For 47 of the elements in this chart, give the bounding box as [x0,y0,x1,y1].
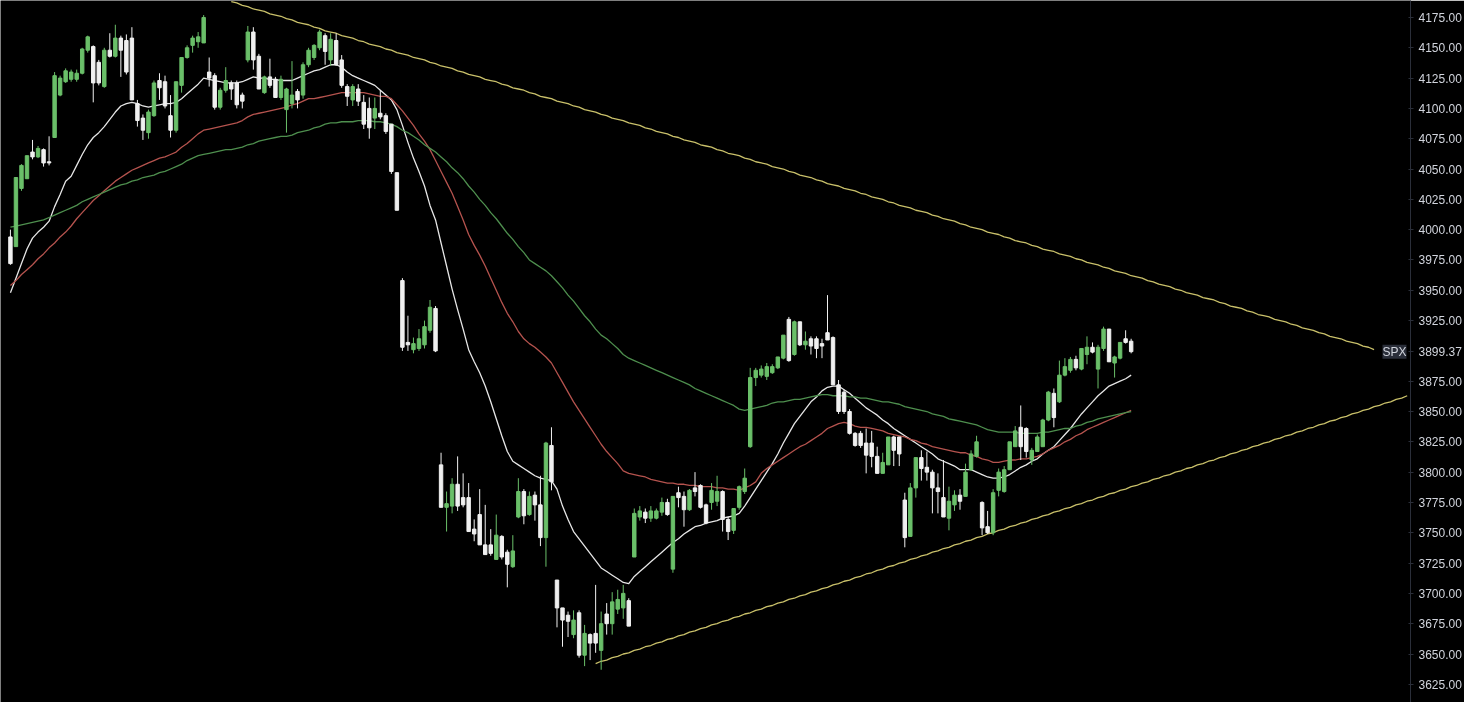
candlestick [582,624,587,667]
candlestick [571,609,576,639]
y-tick-label: 3975.00 [1418,253,1463,268]
y-tick-label: 3925.00 [1418,314,1463,329]
y-tick-label: 3650.00 [1418,647,1463,662]
y-tick-label: 4050.00 [1418,162,1463,177]
candlestick [295,88,300,109]
y-tick-label: 3750.00 [1418,526,1463,541]
candlestick [604,602,609,636]
y-tick-label: 4100.00 [1418,101,1463,116]
candlestick [527,491,532,517]
y-tick-label: 3875.00 [1418,374,1463,389]
candlestick [957,488,963,511]
candlestick [113,24,118,58]
annotation: SPX [1382,344,1407,359]
y-tick-label: 3775.00 [1418,495,1463,510]
y-tick-label: 3625.00 [1418,677,1463,692]
y-tick-label: 4150.00 [1418,41,1463,56]
y-tick-label: 3825.00 [1418,435,1463,450]
candlestick [107,32,113,58]
y-tick-label: 4000.00 [1418,223,1463,238]
candlestick [328,32,333,67]
candlestick [356,83,361,107]
y-tick-label: 4175.00 [1418,10,1463,25]
y-tick-label: 3800.00 [1418,465,1463,480]
y-tick-label: 3675.00 [1418,617,1463,632]
candlestick [941,459,946,518]
y-tick-label: 3899.37 [1418,345,1463,360]
candlestick [372,96,378,130]
candlestick [687,488,692,512]
candlestick [510,534,516,569]
candlestick [168,94,173,139]
y-tick-label: 3725.00 [1418,556,1463,571]
candlestick [344,83,350,107]
line-series [594,395,1408,665]
y-tick-label: 4075.00 [1418,132,1463,147]
candlestick [731,508,736,535]
y-tick-label: 3700.00 [1418,586,1463,601]
y-tick-label: 3950.00 [1418,283,1463,298]
candlestick [797,321,803,347]
candlestick [30,139,35,160]
y-tick-label: 4125.00 [1418,71,1463,86]
y-tick-label: 4025.00 [1418,192,1463,207]
y-tick-label: 3850.00 [1418,405,1463,420]
candlestick [803,330,808,351]
line-series [230,1,1375,351]
candlestick [350,83,355,107]
